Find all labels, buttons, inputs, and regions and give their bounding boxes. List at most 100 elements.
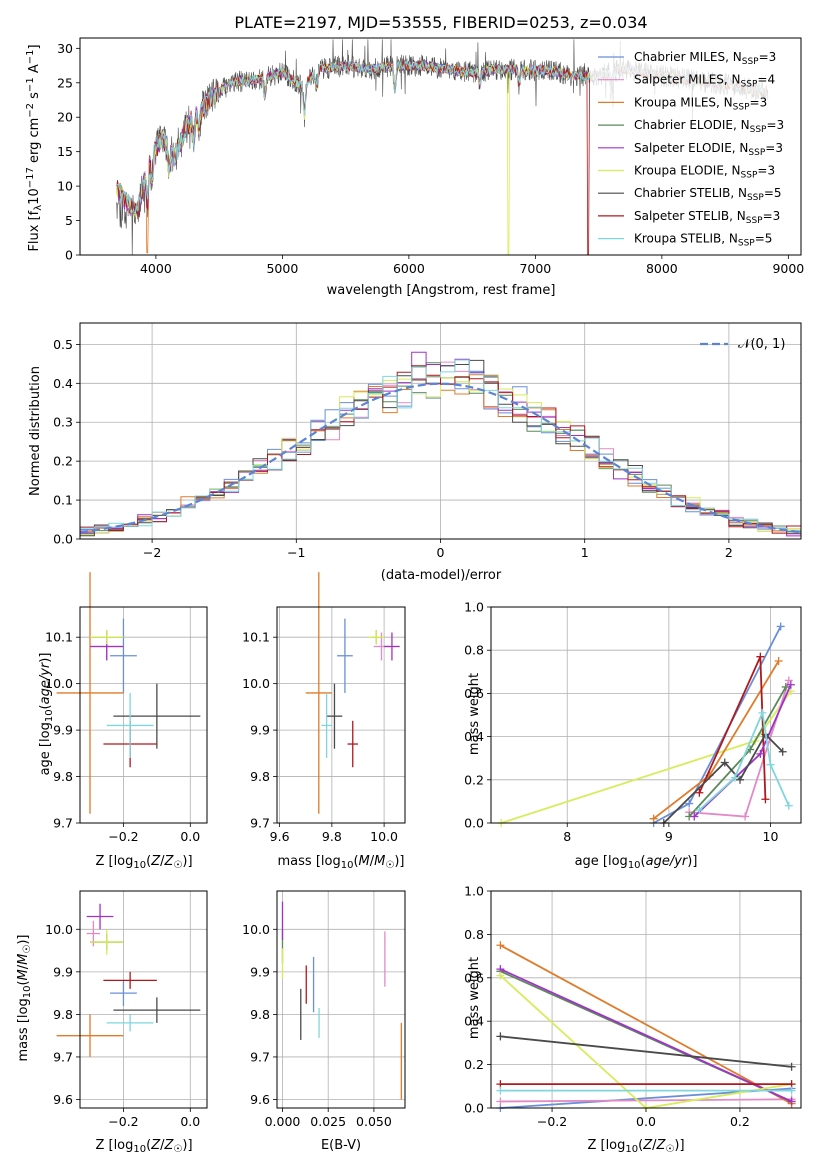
age-vs-mass-ytick-label-3: 10.0 [242, 676, 270, 691]
weight-vs-age-point-salpeter-elodie-2 [786, 680, 795, 689]
weight-vs-age-point-kroupa-stelib-1 [730, 773, 739, 782]
age-vs-Z-ytick-label-1: 9.8 [53, 769, 73, 784]
mass-vs-Z-marks [56, 903, 201, 1057]
residuals-legend: 𝒩(0, 1) [700, 337, 785, 352]
weight-vs-age-point-kroupa-stelib-0 [695, 806, 704, 815]
spectrum-legend-label-chabrier-miles: Chabrier MILES, NSSP=3 [634, 50, 776, 67]
spectrum-ylabel: Flux [fλ10−17 erg cm−2 s−1 A−1] [25, 44, 44, 251]
residuals-xtick-label-2: 0 [437, 545, 445, 560]
spectrum-xtick-label-0: 4000 [140, 261, 172, 276]
residuals-histograms [79, 351, 802, 539]
age-vs-mass-xtick-label-0: 9.6 [270, 829, 290, 844]
residuals-xtick-label-4: 2 [725, 545, 733, 560]
spectrum-xlabel: wavelength [Angstrom, rest frame] [327, 283, 556, 298]
weight-vs-age-point-chabrier-miles-1 [685, 799, 694, 808]
weight-vs-Z-point-salpeter-miles-0 [496, 1097, 505, 1106]
spectrum-xtick-label-4: 8000 [646, 261, 678, 276]
spectrum-legend-label-salpeter-stelib: Salpeter STELIB, NSSP=3 [634, 209, 780, 226]
spectrum-ytick-label-3: 15 [57, 144, 73, 159]
weight-vs-Z-line-chabrier-stelib [500, 1035, 792, 1068]
weight-vs-Z-xtick-label-2: 0.2 [730, 1114, 750, 1129]
residuals-ylabel: Normed distribution [28, 366, 43, 496]
weight-vs-Z-point-salpeter-elodie-1 [787, 1097, 796, 1106]
weight-vs-age-ytick-label-1: 0.2 [464, 772, 484, 787]
weight-vs-Z-panel: −0.2 0.0 0.2 0.0 0.2 0.4 0.6 0.8 1.0 Z [log10(Z/… [464, 884, 802, 1155]
age-vs-Z-ytick-label-2: 9.9 [53, 723, 73, 738]
spectrum-legend-label-chabrier-elodie: Chabrier ELODIE, NSSP=3 [634, 118, 784, 135]
weight-vs-age-frame [490, 606, 802, 824]
age-vs-Z-ytick-label-4: 10.1 [45, 630, 73, 645]
residuals-xtick-label-1: −1 [287, 545, 305, 560]
spectrum-ytick-label-2: 10 [57, 179, 73, 194]
spectrum-legend: Chabrier MILES, NSSP=3 Salpeter MILES, NS… [590, 42, 798, 252]
age-vs-mass-xtick-label-2: 10.0 [370, 829, 398, 844]
age-vs-Z-xlabel: Z [log10(Z/Z☉)] [95, 854, 192, 871]
weight-vs-age-point-salpeter-stelib-1 [756, 652, 765, 661]
spectrum-legend-box [590, 42, 798, 252]
weight-vs-age-axes: 8 9 10 0.0 0.2 0.4 0.6 0.8 1.0 [464, 600, 802, 844]
mass-vs-Z-ytick-label-1: 9.7 [53, 1049, 73, 1064]
weight-vs-age-point-kroupa-stelib-2 [758, 708, 767, 717]
weight-vs-Z-point-chabrier-stelib-1 [787, 1062, 796, 1071]
spectrum-legend-label-chabrier-stelib: Chabrier STELIB, NSSP=5 [634, 186, 782, 203]
weight-vs-age-xtick-label-2: 10 [763, 829, 779, 844]
mass-vs-ebv-ytick-label-0: 9.6 [250, 1092, 270, 1107]
age-vs-mass-ytick-label-4: 10.1 [242, 630, 270, 645]
weight-vs-age-ytick-label-2: 0.4 [464, 729, 484, 744]
mass-vs-Z-ylabel: mass [log10(M/M☉)] [16, 935, 33, 1062]
residuals-panel: −2 −1 0 1 2 0.0 0.1 0.2 0.3 0.4 0.5 𝒩(0, 1) (data-… [28, 322, 802, 583]
mass-vs-ebv-ytick-label-4: 10.0 [242, 922, 270, 937]
weight-vs-Z-ylabel: mass weight [467, 957, 482, 1039]
age-vs-Z-marks [56, 572, 201, 814]
spectrum-xtick-label-1: 5000 [266, 261, 298, 276]
weight-vs-age-xtick-label-0: 8 [563, 829, 571, 844]
weight-vs-age-point-kroupa-miles-0 [649, 814, 658, 823]
age-vs-Z-ylabel: age [log10(age/yr)] [38, 653, 55, 776]
weight-vs-age-point-kroupa-stelib-4 [784, 801, 793, 810]
weight-vs-Z-ytick-label-3: 0.6 [464, 970, 484, 985]
spectrum-xtick-label-3: 7000 [519, 261, 551, 276]
spectrum-panel: 4000 5000 6000 7000 8000 9000 0 5 10 15 20 25 30 Cha… [25, 37, 804, 298]
weight-vs-Z-point-kroupa-stelib-0 [496, 1086, 505, 1095]
weight-vs-age-ytick-label-3: 0.6 [464, 686, 484, 701]
spectrum-ytick-label-1: 5 [65, 213, 73, 228]
weight-vs-age-marks [497, 622, 795, 827]
weight-vs-Z-xtick-label-0: −0.2 [537, 1114, 567, 1129]
mass-vs-ebv-axes: 0.000 0.025 0.050 9.6 9.7 9.8 9.9 10.0 [242, 890, 406, 1129]
mass-vs-ebv-ytick-label-3: 9.9 [250, 964, 270, 979]
age-vs-mass-xlabel: mass [log10(M/M☉)] [278, 854, 405, 871]
spectrum-xtick-label-2: 6000 [393, 261, 425, 276]
mass-vs-ebv-frame [276, 890, 406, 1109]
spectrum-ytick-label-5: 25 [57, 75, 73, 90]
mass-vs-ebv-ytick-label-1: 9.7 [250, 1049, 270, 1064]
age-vs-mass-ytick-label-0: 9.7 [250, 816, 270, 831]
weight-vs-age-point-salpeter-miles-1 [741, 812, 750, 821]
weight-vs-Z-point-chabrier-stelib-0 [496, 1032, 505, 1041]
residuals-ytick-label-1: 0.1 [53, 493, 73, 508]
mass-vs-Z-frame [79, 890, 208, 1109]
weight-vs-age-point-chabrier-miles-2 [776, 622, 785, 631]
residuals-ytick-label-3: 0.3 [53, 415, 73, 430]
weight-vs-Z-xlabel: Z [log10(Z/Z☉)] [587, 1138, 684, 1155]
weight-vs-Z-ytick-label-2: 0.4 [464, 1014, 484, 1029]
mass-vs-ebv-xtick-label-2: 0.050 [356, 1114, 392, 1129]
residuals-ytick-label-4: 0.4 [53, 376, 73, 391]
age-vs-mass-ytick-label-1: 9.8 [250, 769, 270, 784]
mass-vs-ebv-xtick-label-1: 0.025 [310, 1114, 346, 1129]
weight-vs-Z-line-salpeter-miles [500, 1098, 792, 1103]
residuals-xtick-label-3: 1 [581, 545, 589, 560]
residuals-normal-curve [79, 382, 802, 534]
weight-vs-age-ylabel: mass weight [467, 673, 482, 755]
residuals-ytick-label-5: 0.5 [53, 337, 73, 352]
mass-vs-Z-panel: −0.2 0.09.69.79.89.910.0 Z [log10(Z/Z☉)] … [16, 890, 208, 1155]
residuals-legend-label: 𝒩(0, 1) [738, 337, 785, 352]
age-vs-Z-axes: −0.2 0.0 9.7 9.8 9.9 10.0 10.1 [45, 606, 208, 844]
weight-vs-age-ytick-label-5: 1.0 [464, 600, 484, 615]
weight-vs-age-panel: 8 9 10 0.0 0.2 0.4 0.6 0.8 1.0 age [log10(age/yr… [464, 600, 802, 871]
age-vs-Z-ytick-label-0: 9.7 [53, 816, 73, 831]
spectrum-ytick-label-0: 0 [65, 248, 73, 263]
weight-vs-Z-line-salpeter-elodie [500, 968, 792, 1103]
age-vs-mass-panel: 9.6 9.8 10.0 9.7 9.8 9.9 10.0 10.1 mass [log10(… [242, 572, 406, 871]
age-vs-mass-xtick-label-1: 9.8 [322, 829, 342, 844]
weight-vs-Z-point-kroupa-elodie-0 [496, 971, 505, 980]
